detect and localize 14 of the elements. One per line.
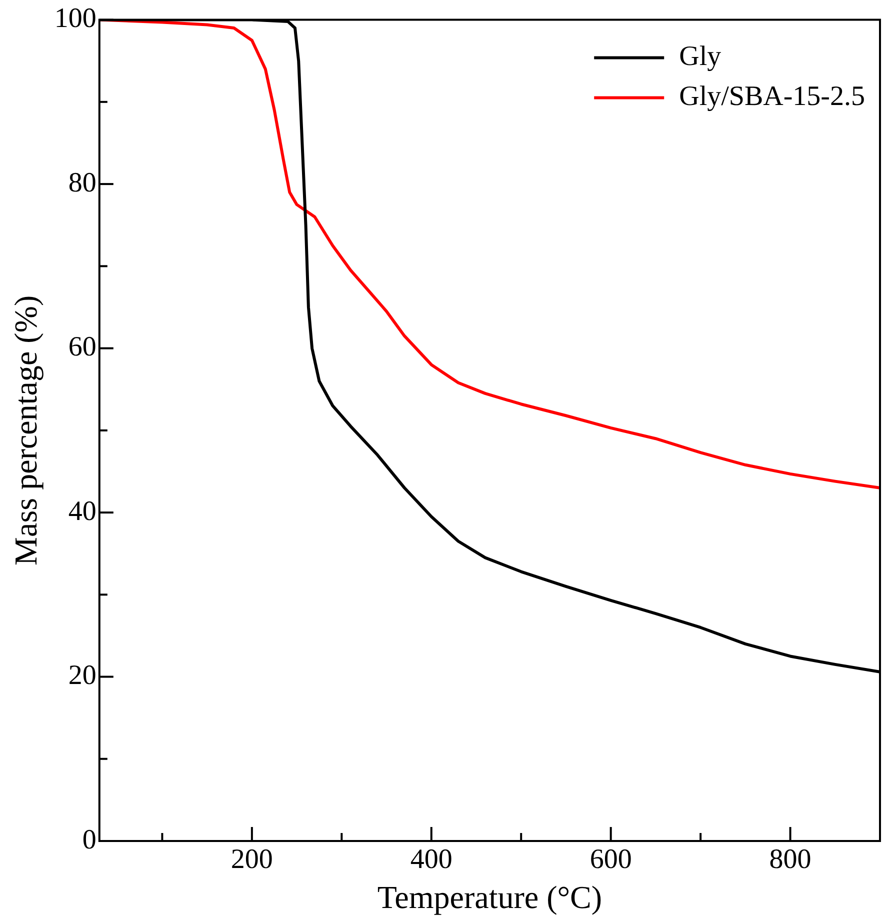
y-tick-label: 0	[82, 824, 96, 856]
x-tick-label: 600	[590, 844, 632, 876]
y-axis-title: Mass percentage (%)	[8, 295, 44, 566]
legend-label: Gly/SBA-15-2.5	[679, 81, 866, 112]
y-tick-label: 20	[68, 660, 96, 692]
y-tick-label: 40	[68, 496, 96, 527]
y-tick-label: 80	[68, 167, 96, 198]
x-tick-label: 400	[410, 844, 452, 876]
x-tick-label: 800	[769, 844, 812, 876]
x-axis-title: Temperature (°C)	[377, 879, 602, 916]
y-tick-label: 100	[54, 3, 96, 34]
x-tick-label: 200	[230, 844, 273, 876]
y-tick-label: 60	[68, 332, 96, 363]
legend-label: Gly	[679, 41, 722, 72]
